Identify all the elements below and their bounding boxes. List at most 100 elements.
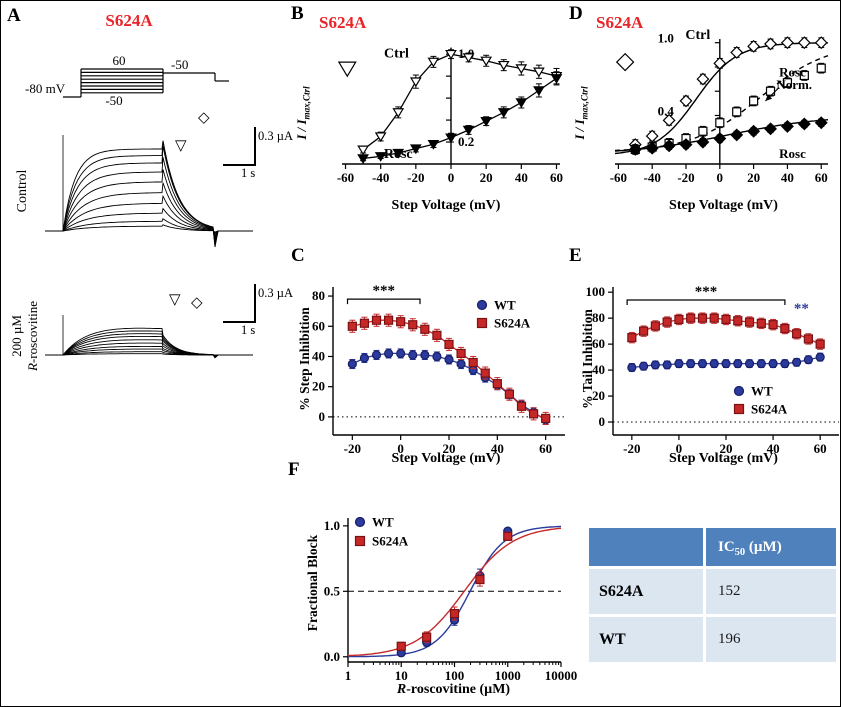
svg-text:40: 40 xyxy=(592,362,605,377)
chart-d-xaxis-title: Step Voltage (mV) xyxy=(669,198,778,213)
svg-text:Ctrl: Ctrl xyxy=(685,28,710,43)
protocol-holding-label: -80 mV xyxy=(25,81,66,96)
step-current-marker-icon: ▽ xyxy=(175,138,187,154)
chart-f-yaxis-title: Fractional Block xyxy=(305,534,320,632)
svg-text:-20: -20 xyxy=(407,170,424,185)
chart-f-xaxis-title: R-roscovitine (µM) xyxy=(346,682,561,698)
rosc-r-italic: R xyxy=(25,363,40,372)
svg-text:0.4: 0.4 xyxy=(658,103,675,118)
chart-step-inhibition: -20 0 20 40 60 0 20 40 60 80 WT S624A *** xyxy=(312,283,565,456)
svg-text:80: 80 xyxy=(312,288,325,303)
panel-a-title: S624A xyxy=(105,11,153,30)
roscovitine-current-traces xyxy=(45,315,253,359)
svg-text:0: 0 xyxy=(319,409,326,424)
svg-text:40: 40 xyxy=(312,348,325,363)
svg-text:20: 20 xyxy=(312,379,325,394)
svg-text:0: 0 xyxy=(676,441,683,456)
tail-current-marker-icon: ◇ xyxy=(191,295,203,311)
svg-text:20: 20 xyxy=(480,170,493,185)
svg-text:S624A: S624A xyxy=(372,534,409,549)
table-row: S624A 152 xyxy=(589,569,836,614)
svg-text:60: 60 xyxy=(592,336,605,351)
chart-c-xaxis-title: Step Voltage (mV) xyxy=(391,451,501,466)
svg-text:-20: -20 xyxy=(677,170,694,185)
svg-text:40: 40 xyxy=(491,441,504,456)
roscovitine-condition-label: 200 µM R-roscovitine xyxy=(9,276,43,396)
table-row: WT 196 xyxy=(589,617,836,662)
svg-text:WT: WT xyxy=(751,384,773,399)
table-row-value: 152 xyxy=(706,569,836,614)
svg-text:40: 40 xyxy=(515,170,528,185)
svg-text:60: 60 xyxy=(312,318,325,333)
svg-text:-40: -40 xyxy=(372,170,389,185)
protocol-tail-label: -50 xyxy=(171,57,188,72)
svg-text:1.0: 1.0 xyxy=(324,518,340,533)
scale-current-label: 0.3 µA xyxy=(258,286,293,300)
chart-e-yaxis-title: % Tail Inhibition xyxy=(580,309,595,409)
chart-b-yaxis-title: I / Imax,Ctrl xyxy=(294,86,312,140)
svg-text:-60: -60 xyxy=(610,170,627,185)
svg-text:Rosc: Rosc xyxy=(384,147,413,162)
panel-label-b: B xyxy=(291,3,304,24)
svg-text:20: 20 xyxy=(592,388,605,403)
panel-label-c: C xyxy=(291,245,305,266)
svg-text:0.0: 0.0 xyxy=(324,649,340,664)
panel-label-e: E xyxy=(569,245,582,266)
svg-text:0.5: 0.5 xyxy=(324,583,341,598)
protocol-bottom-step-label: -50 xyxy=(105,93,122,108)
chart-e-xaxis-title: Step Voltage (mV) xyxy=(669,451,778,466)
svg-text:**: ** xyxy=(794,301,809,317)
scale-time-label: 1 s xyxy=(241,166,256,180)
svg-text:100: 100 xyxy=(586,284,606,299)
chart-f-xaxis-italic: R xyxy=(396,682,407,697)
table-row-label: S624A xyxy=(589,569,703,614)
svg-text:WT: WT xyxy=(494,298,516,313)
svg-text:100: 100 xyxy=(445,668,465,683)
svg-text:Rosc: Rosc xyxy=(779,146,806,161)
svg-text:1.0: 1.0 xyxy=(658,31,674,46)
svg-text:10: 10 xyxy=(395,668,408,683)
svg-text:-20: -20 xyxy=(344,441,361,456)
svg-text:***: *** xyxy=(695,284,718,300)
panel-b-title: S624A xyxy=(319,13,367,32)
svg-text:WT: WT xyxy=(372,515,394,530)
svg-text:60: 60 xyxy=(814,441,827,456)
panel-d-title: S624A xyxy=(596,13,644,32)
svg-text:0: 0 xyxy=(599,414,606,429)
table-row-label: WT xyxy=(589,617,703,662)
table-header-ic50-cell: IC50 (µM) xyxy=(706,528,836,566)
svg-text:0: 0 xyxy=(717,170,724,185)
svg-text:20: 20 xyxy=(720,441,733,456)
svg-text:80: 80 xyxy=(592,310,605,325)
svg-text:60: 60 xyxy=(815,170,828,185)
control-condition-label: Control xyxy=(15,169,30,213)
table-row-value: 196 xyxy=(706,617,836,662)
svg-text:Rosc: Rosc xyxy=(779,65,806,80)
svg-text:20: 20 xyxy=(747,170,760,185)
scale-time-label: 1 s xyxy=(241,323,256,337)
scale-bar xyxy=(223,284,256,323)
panel-label-a: A xyxy=(7,5,21,26)
svg-text:-60: -60 xyxy=(337,170,354,185)
chart-d-yaxis-title: I / Imax,Ctrl xyxy=(572,86,590,140)
chart-c-yaxis-title: % Step Inhibition xyxy=(297,307,312,411)
control-current-traces xyxy=(45,135,253,248)
svg-text:0.2: 0.2 xyxy=(458,134,474,149)
protocol-top-step-label: 60 xyxy=(113,53,126,68)
chart-b-xaxis-title: Step Voltage (mV) xyxy=(391,198,501,213)
svg-text:60: 60 xyxy=(550,170,563,185)
svg-text:20: 20 xyxy=(443,441,456,456)
svg-text:Ctrl: Ctrl xyxy=(384,46,409,61)
scale-bar xyxy=(223,127,256,166)
rosc-name: -roscovitine xyxy=(25,300,40,364)
table-header-row: IC50 (µM) xyxy=(589,528,836,566)
ic50-table: IC50 (µM) S624A 152 WT 196 xyxy=(589,528,836,662)
svg-text:0: 0 xyxy=(448,170,455,185)
scale-current-label: 0.3 µA xyxy=(258,129,293,143)
svg-text:Norm.: Norm. xyxy=(776,77,812,92)
svg-text:10000: 10000 xyxy=(545,668,578,683)
svg-text:40: 40 xyxy=(781,170,794,185)
